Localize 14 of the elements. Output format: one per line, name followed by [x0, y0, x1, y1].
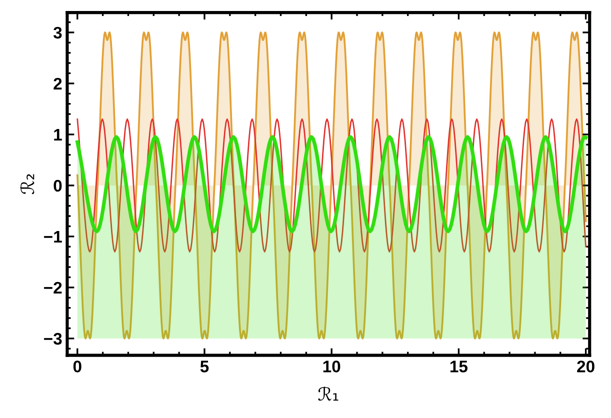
y-axis-title: ℛ₂ — [20, 174, 34, 194]
y-tick-label: 1 — [54, 129, 62, 140]
x-tick-label: 10 — [323, 360, 340, 372]
x-tick-label: 5 — [200, 360, 209, 372]
x-axis-title: ℛ₁ — [318, 386, 338, 401]
x-tick-label: 20 — [577, 360, 594, 372]
y-tick-label: −2 — [44, 282, 62, 294]
x-tick-label: 0 — [73, 360, 82, 372]
x-tick-label: 15 — [450, 360, 468, 372]
y-tick-label: 3 — [53, 26, 62, 39]
y-tick-label: −3 — [44, 332, 62, 345]
y-tick-label: −1 — [44, 231, 62, 242]
y-tick-label: 0 — [54, 180, 62, 192]
y-tick-label: 2 — [54, 78, 62, 90]
